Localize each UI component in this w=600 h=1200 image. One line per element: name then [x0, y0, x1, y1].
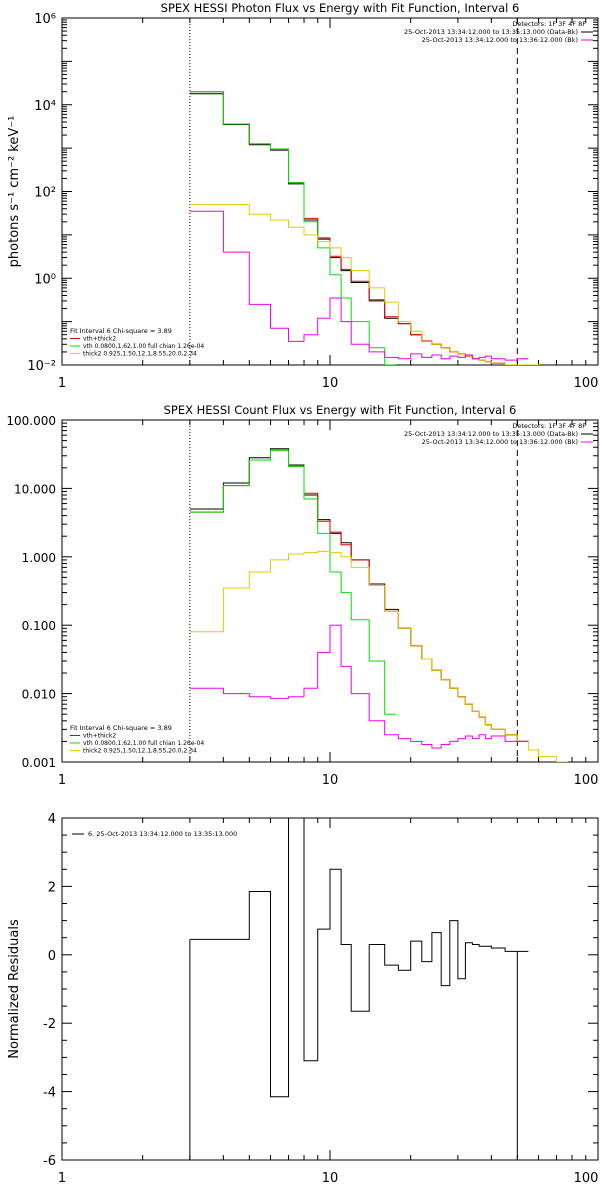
- y-axis-label: Normalized Residuals: [7, 919, 22, 1059]
- legend-detectors: Detectors: 1F 3F 4F 8F: [512, 422, 586, 430]
- x-tick-label: 10: [322, 1171, 339, 1186]
- y-tick-label: -6: [43, 1154, 56, 1169]
- y-tick-label: 10⁻²: [27, 359, 56, 374]
- y-tick-label: 0.100: [22, 619, 56, 633]
- x-tick-label: 100: [574, 773, 599, 788]
- series-line-total: [189, 818, 529, 1098]
- legend-entry: vth 0.0800,1.62,1.00 full chian 1.26e-04: [83, 740, 204, 747]
- legend-entry: vth+thick2: [83, 336, 116, 343]
- x-tick-label: 10: [322, 376, 339, 391]
- chart-title: SPEX HESSI Photon Flux vs Energy with Fi…: [161, 1, 520, 15]
- legend-entry: 25-Oct-2013 13:34:12.000 to 13:36:12.000…: [422, 438, 578, 446]
- series-line-thick2: [189, 204, 540, 365]
- series-group: [189, 818, 529, 1160]
- y-tick-label: 10⁶: [34, 12, 56, 27]
- series-line-vth: [189, 91, 396, 365]
- y-tick-label: 0.001: [22, 756, 56, 770]
- series-line-total: [189, 448, 529, 742]
- x-tick-label: 1: [58, 773, 66, 788]
- legend-entry: 6. 25-Oct-2013 13:34:12.000 to 13:35:13.…: [88, 830, 237, 838]
- legend-entry: 25-Oct-2013 13:34:12.000 to 13:36:12.000…: [422, 36, 578, 44]
- y-tick-label: 10⁰: [34, 272, 56, 287]
- legend-fit-header: Fit Interval 6 Chi-square = 3.89: [70, 724, 172, 732]
- series-line-sum_fit: [189, 449, 529, 742]
- y-tick-label: 100.000: [6, 414, 56, 428]
- series-group: [189, 448, 568, 762]
- x-tick-label: 100: [574, 376, 599, 391]
- series-line-total: [189, 93, 529, 365]
- series-line-vth: [189, 449, 396, 715]
- x-tick-label: 10: [322, 773, 339, 788]
- y-tick-label: 4: [48, 812, 56, 827]
- series-line-sum_fit: [189, 91, 529, 365]
- legend-entry: vth 0.0800,1.62,1.00 full chian 1.26e-04: [83, 343, 204, 350]
- y-tick-label: 2: [48, 880, 56, 895]
- y-tick-label: 0: [48, 949, 56, 964]
- y-tick-label: 10.000: [14, 482, 56, 496]
- y-tick-label: 10²: [34, 186, 56, 201]
- x-tick-label: 100: [574, 1171, 599, 1186]
- x-tick-label: 1: [58, 376, 66, 391]
- legend-entry: thick2 0.925,1.50,12.1,8.55,20.0,2.34: [83, 748, 197, 755]
- legend-entry: vth+thick2: [83, 733, 116, 740]
- legend-entry: 25-Oct-2013 13:34:12.000 to 13:35:13.000…: [404, 430, 578, 438]
- legend-fit-header: Fit Interval 6 Chi-square = 3.89: [70, 327, 172, 335]
- legend-entry: 25-Oct-2013 13:34:12.000 to 13:35:13.000…: [404, 28, 578, 36]
- series-line-background: [189, 210, 529, 361]
- y-tick-label: 0.010: [22, 688, 56, 702]
- series-line-background: [189, 624, 529, 749]
- legend-entry: thick2 0.925,1.50,12.1,8.55,20.0,2.34: [83, 351, 197, 358]
- y-tick-label: -2: [43, 1017, 56, 1032]
- chart-title: SPEX HESSI Count Flux vs Energy with Fit…: [164, 403, 517, 417]
- series-group: [189, 91, 540, 365]
- y-tick-label: 10⁴: [34, 99, 56, 114]
- x-tick-label: 1: [58, 1171, 66, 1186]
- y-tick-label: 1.000: [22, 551, 56, 565]
- series-line-thick2: [189, 550, 568, 762]
- y-axis-label: photons s⁻¹ cm⁻² keV⁻¹: [7, 116, 22, 268]
- legend-detectors: Detectors: 1F 3F 4F 8F: [512, 20, 586, 28]
- y-tick-label: -4: [43, 1086, 56, 1101]
